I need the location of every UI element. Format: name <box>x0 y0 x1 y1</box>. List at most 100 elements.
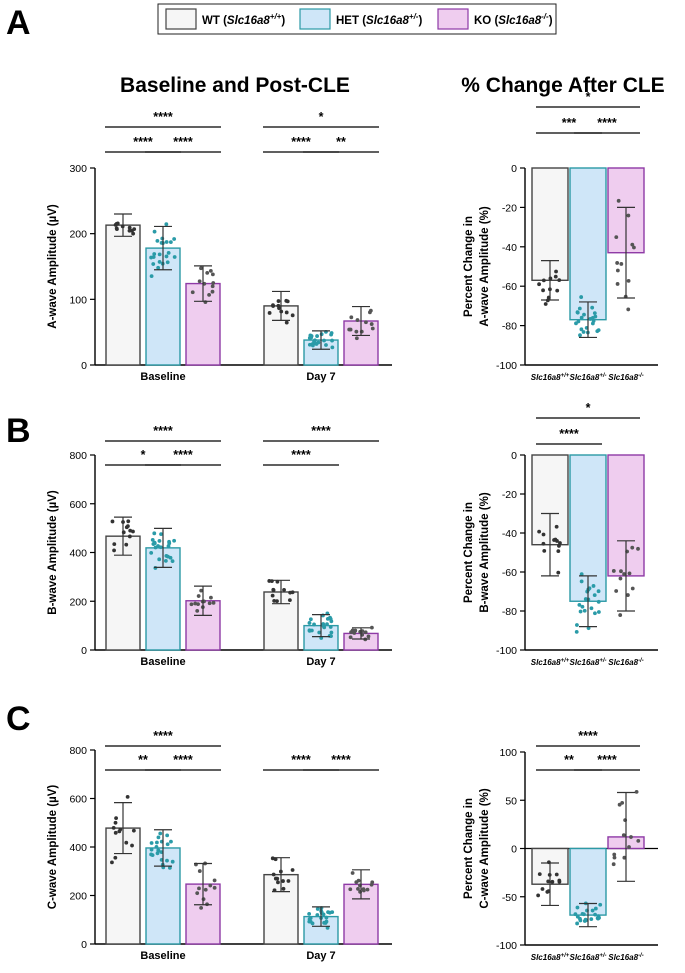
y-axis-label: Percent Change in <box>463 798 475 899</box>
data-point <box>354 329 359 334</box>
data-point <box>152 229 157 234</box>
data-point <box>113 820 118 825</box>
x-category-label: Baseline <box>140 371 185 383</box>
data-point <box>324 343 328 347</box>
x-category-label: Slc16a8+/+ <box>531 373 570 382</box>
y-tick-label: 200 <box>69 891 87 903</box>
significance-label: **** <box>173 753 193 767</box>
data-point <box>369 882 374 887</box>
bar-wt-baseline <box>105 224 141 366</box>
y-axis-label: C-wave Amplitude (µV) <box>47 785 59 910</box>
data-point <box>189 602 194 607</box>
data-point <box>170 859 175 864</box>
data-point <box>583 597 588 601</box>
x-category-sup: +/+ <box>561 953 570 959</box>
y-axis-label: B-wave Amplitude (µV) <box>47 490 59 615</box>
data-point <box>574 629 579 634</box>
data-point <box>579 327 584 332</box>
y-tick-label: 100 <box>499 747 517 759</box>
y-axis-label: A-wave Amplitude (%) <box>479 206 491 327</box>
data-point <box>154 845 159 849</box>
data-point <box>554 524 559 529</box>
data-point <box>348 327 353 332</box>
data-point <box>113 830 118 835</box>
data-point <box>152 252 157 256</box>
data-point <box>210 272 215 277</box>
y-axis-label: C-wave Amplitude (%) <box>479 788 491 909</box>
data-point <box>275 599 279 604</box>
data-point <box>629 835 633 839</box>
data-point <box>573 912 578 917</box>
data-point <box>575 921 580 926</box>
data-point <box>158 831 163 836</box>
data-point <box>111 825 116 830</box>
data-point <box>632 245 636 250</box>
data-point <box>281 886 286 891</box>
chart-c-left: 0 200 400 600 800 C-wave Amplitude (µV) Baseli… <box>47 729 392 962</box>
data-point <box>612 852 617 857</box>
data-point <box>151 262 156 266</box>
data-point <box>593 611 597 616</box>
data-point <box>172 237 177 241</box>
data-point <box>307 621 312 625</box>
data-point <box>546 879 551 884</box>
data-point <box>618 613 623 617</box>
y-axis-label: B-wave Amplitude (%) <box>479 492 491 613</box>
x-category-label: Slc16a8+/+ <box>531 658 570 667</box>
y-tick-label: -40 <box>502 242 517 254</box>
data-point <box>164 240 169 244</box>
data-point <box>636 838 641 843</box>
data-point <box>284 320 289 325</box>
data-point <box>170 559 175 564</box>
significance-label: **** <box>153 729 173 743</box>
data-point <box>275 876 280 881</box>
section-title-right: % Change After CLE <box>461 74 664 97</box>
data-point <box>167 865 172 870</box>
data-point <box>172 255 177 259</box>
x-category-label: Slc16a8-/- <box>608 373 643 382</box>
data-point <box>288 590 293 595</box>
data-point <box>555 539 559 543</box>
svg-text:WT (Slc16a8+/+): WT (Slc16a8+/+) <box>202 12 285 27</box>
data-point <box>267 311 272 315</box>
chart-a-right: -100 -80 -60 -40 -20 0 Percent Change in A-wave… <box>463 90 658 382</box>
significance-label: **** <box>331 753 351 767</box>
data-point <box>328 617 333 621</box>
x-category-label: Baseline <box>140 656 185 668</box>
data-point <box>282 587 286 592</box>
data-point <box>315 907 320 911</box>
data-point <box>155 840 159 845</box>
significance-label: **** <box>153 424 173 438</box>
x-category-label: Slc16a8+/- <box>570 658 607 667</box>
data-point <box>149 550 154 555</box>
data-point <box>196 594 201 598</box>
data-point <box>368 308 373 313</box>
data-point <box>537 872 542 877</box>
data-point <box>582 608 587 613</box>
data-point <box>210 289 215 294</box>
data-point <box>580 911 585 916</box>
data-point <box>630 545 635 550</box>
data-point <box>630 586 635 591</box>
y-tick-label: 800 <box>69 745 87 757</box>
x-category-sup: +/- <box>599 658 606 664</box>
data-point <box>592 311 597 316</box>
data-point <box>593 912 597 917</box>
y-tick-label: 400 <box>69 548 87 560</box>
legend-item-het: HET (Slc16a8+/-) <box>299 8 422 30</box>
data-point <box>211 281 216 285</box>
data-point <box>193 601 198 606</box>
data-point <box>630 242 635 247</box>
significance-label: * <box>141 448 146 462</box>
data-point <box>626 279 631 283</box>
x-category-label: Day 7 <box>306 950 335 962</box>
data-point <box>366 634 371 639</box>
y-axis-label: Percent Change in <box>463 216 475 317</box>
data-point <box>199 588 204 593</box>
data-point <box>578 333 582 338</box>
data-point <box>350 628 355 633</box>
data-point <box>356 886 360 891</box>
significance-label: **** <box>597 753 617 767</box>
legend-item-wt: WT (Slc16a8+/+) <box>165 8 285 30</box>
data-point <box>582 312 586 317</box>
